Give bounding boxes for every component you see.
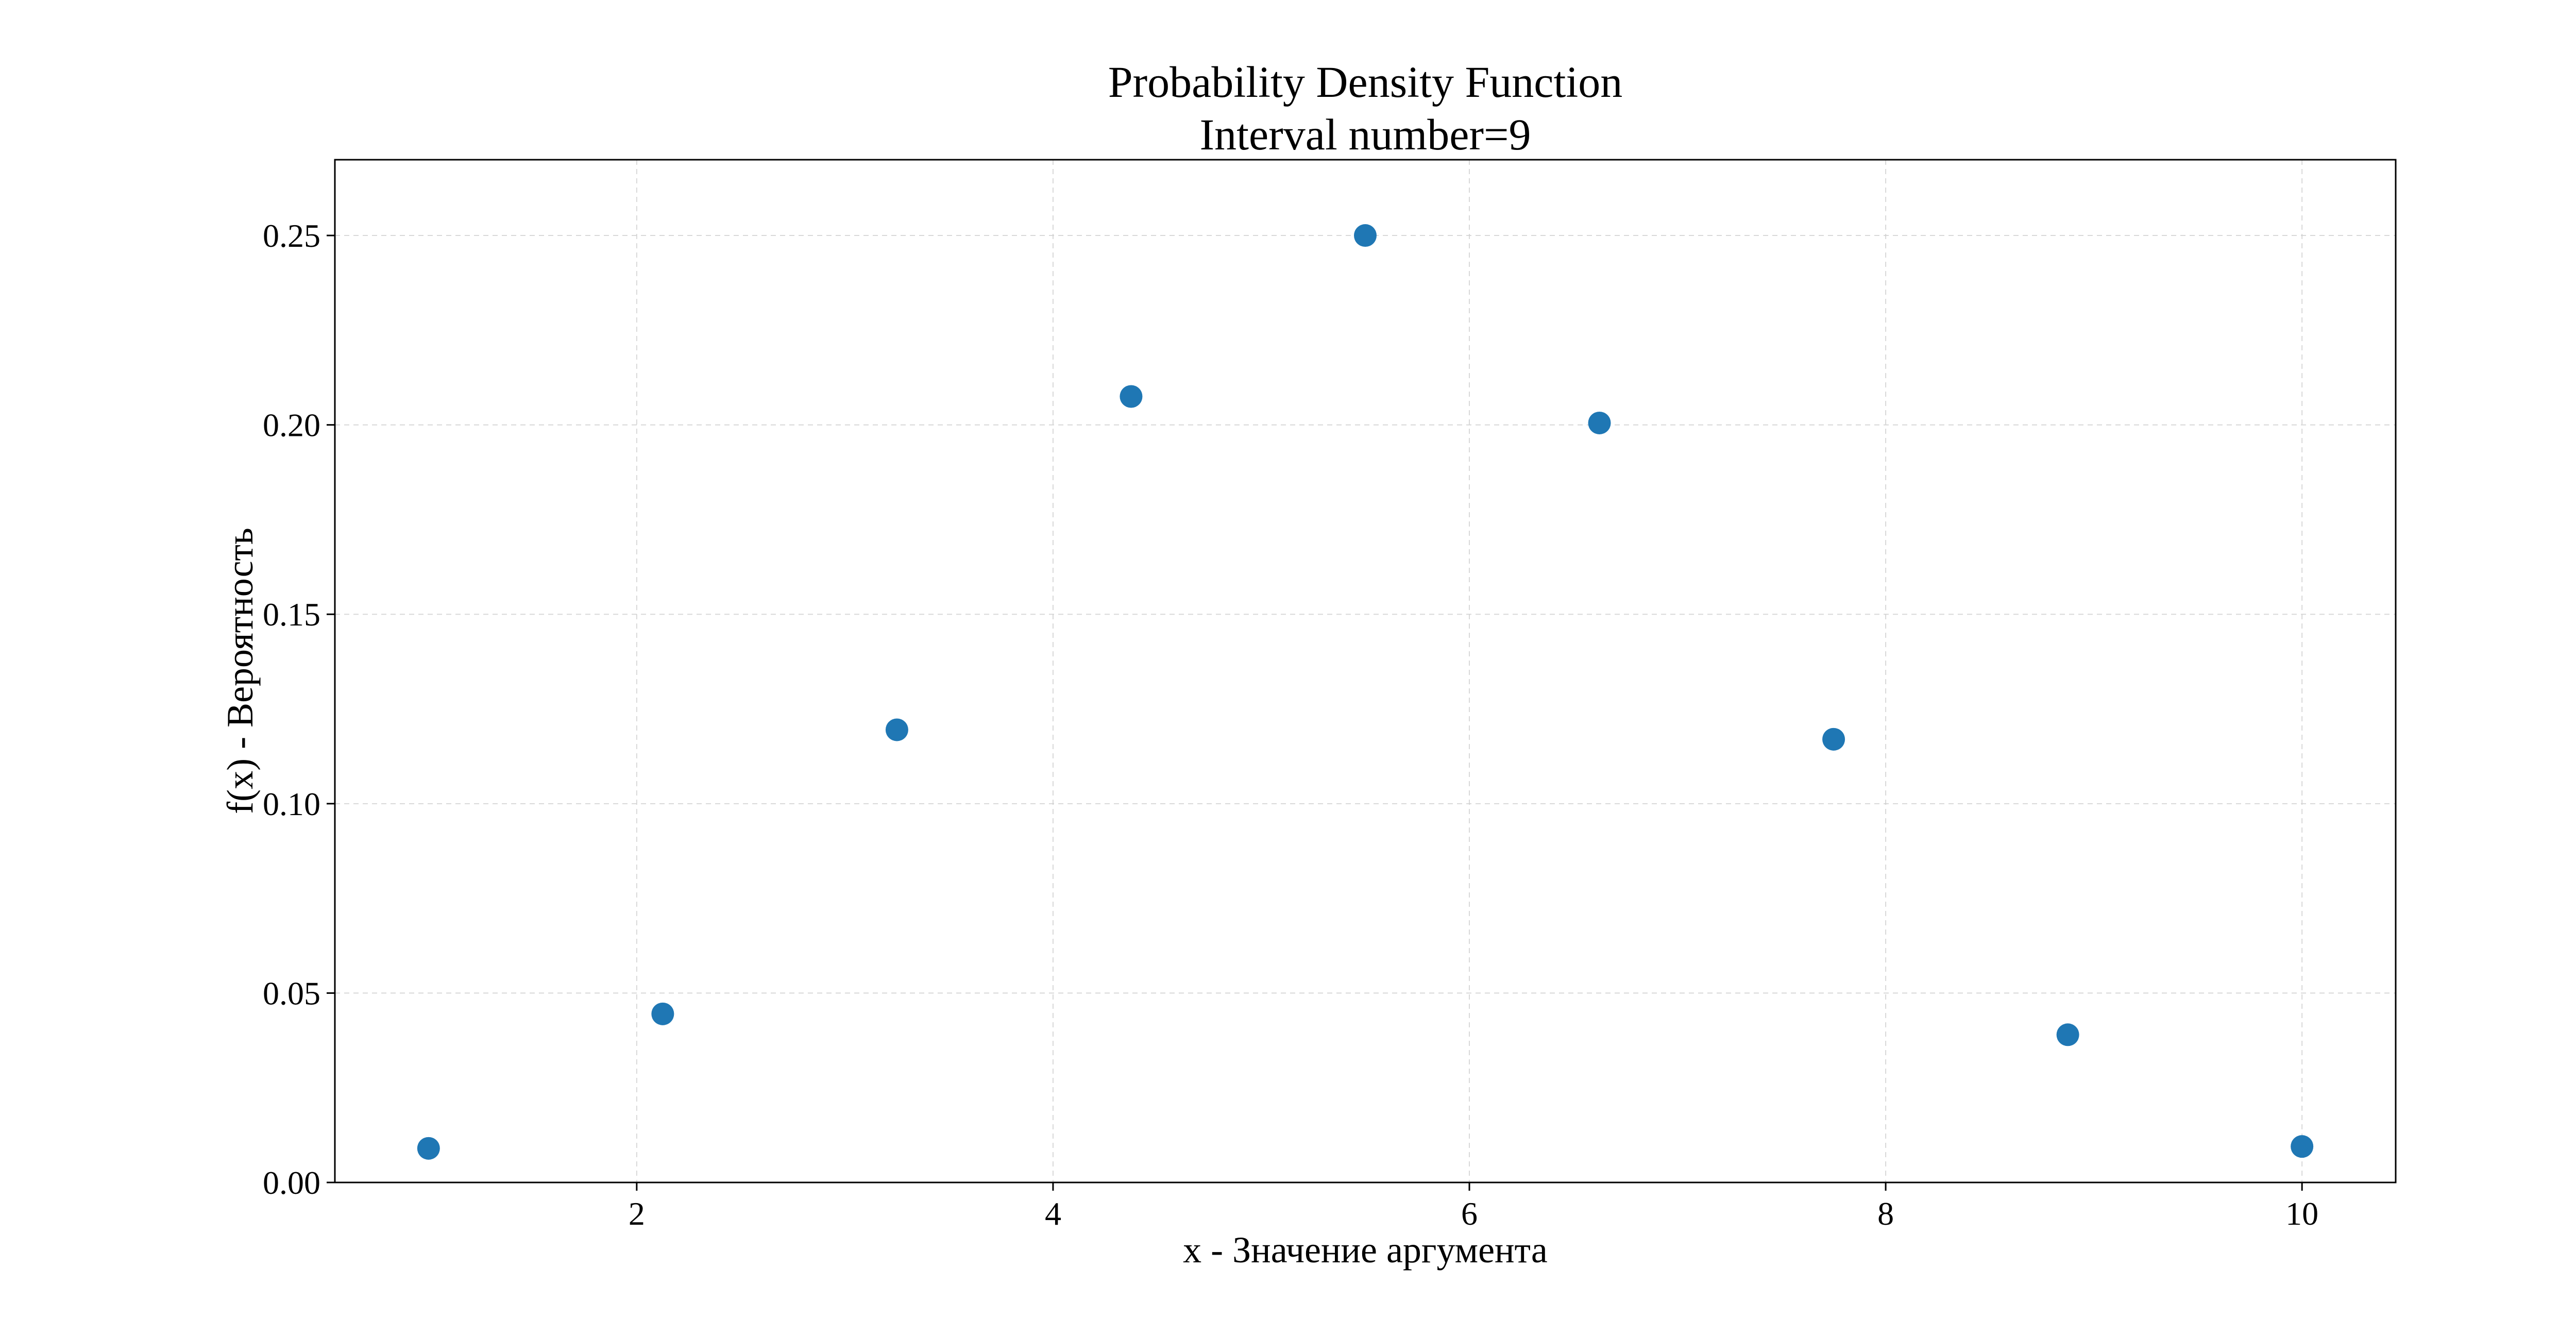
data-point	[2056, 1023, 2079, 1046]
data-point	[2291, 1135, 2314, 1158]
y-tick-label: 0.15	[263, 596, 320, 633]
y-axis-label: f(x) - Вероятность	[219, 528, 261, 814]
chart-title: Probability Density Function	[1108, 57, 1623, 107]
data-point	[417, 1137, 440, 1160]
y-tick-label: 0.10	[263, 786, 320, 822]
data-points	[417, 224, 2314, 1160]
x-axis-label: x - Значение аргумента	[1183, 1229, 1548, 1271]
plot-area-frame	[334, 159, 2397, 1183]
axis-ticks: 2 4 6 8 10 0.00 0.05 0.10 0.15 0.20 0.25	[263, 217, 2318, 1232]
y-tick-label: 0.20	[263, 407, 320, 444]
x-tick-label: 4	[1045, 1195, 1061, 1232]
y-tick-label: 0.05	[263, 975, 320, 1011]
y-tick-label: 0.00	[263, 1164, 320, 1201]
x-tick-label: 8	[1877, 1195, 1894, 1232]
data-point	[1822, 728, 1845, 751]
x-tick-label: 10	[2285, 1195, 2318, 1232]
data-point	[885, 718, 908, 741]
y-tick-label: 0.25	[263, 217, 320, 254]
data-point	[651, 1002, 674, 1025]
x-tick-label: 2	[629, 1195, 645, 1232]
data-point	[1354, 224, 1377, 247]
data-point	[1120, 385, 1143, 408]
data-point	[1588, 411, 1611, 434]
x-tick-label: 6	[1461, 1195, 1478, 1232]
chart-subtitle: Interval number=9	[1199, 110, 1531, 159]
grid-lines	[335, 160, 2396, 1183]
